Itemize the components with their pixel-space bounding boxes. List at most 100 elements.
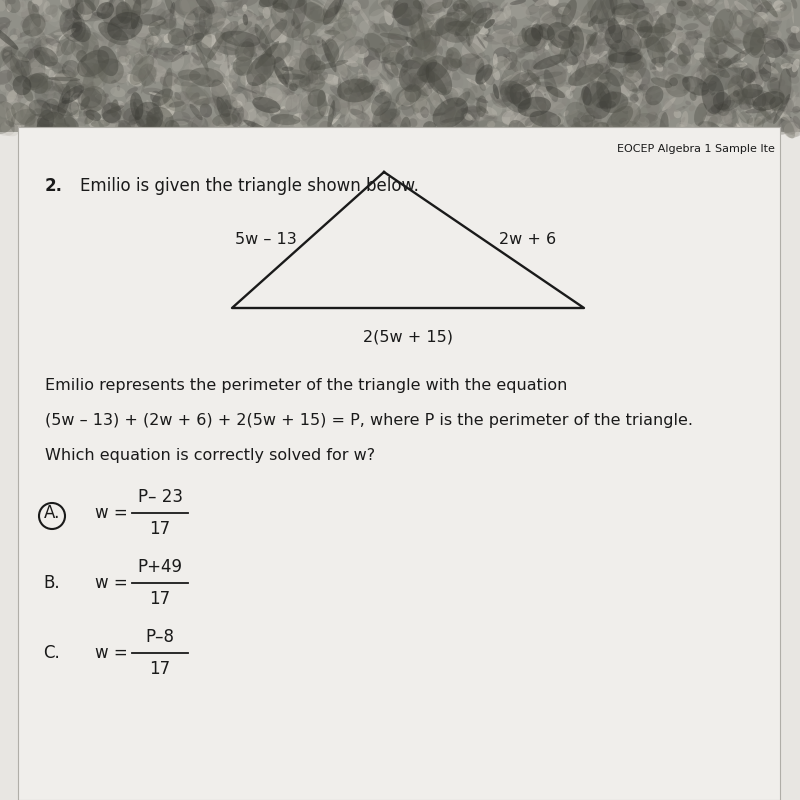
Ellipse shape xyxy=(786,18,790,38)
Ellipse shape xyxy=(626,67,634,78)
Ellipse shape xyxy=(594,52,609,72)
Ellipse shape xyxy=(694,0,711,7)
Ellipse shape xyxy=(694,125,699,138)
Ellipse shape xyxy=(206,22,214,39)
Ellipse shape xyxy=(306,79,311,100)
Ellipse shape xyxy=(670,23,683,30)
Ellipse shape xyxy=(741,100,746,110)
Ellipse shape xyxy=(529,70,550,78)
Ellipse shape xyxy=(50,34,55,39)
Ellipse shape xyxy=(607,73,622,89)
Ellipse shape xyxy=(73,2,86,20)
Ellipse shape xyxy=(626,121,640,131)
Ellipse shape xyxy=(305,77,319,93)
Ellipse shape xyxy=(299,39,313,62)
Ellipse shape xyxy=(407,53,416,60)
Ellipse shape xyxy=(726,67,730,76)
Ellipse shape xyxy=(255,118,262,131)
Ellipse shape xyxy=(580,115,593,128)
Ellipse shape xyxy=(340,114,350,127)
Ellipse shape xyxy=(178,70,201,81)
Ellipse shape xyxy=(445,11,452,28)
Ellipse shape xyxy=(293,79,308,90)
Ellipse shape xyxy=(779,109,800,112)
Ellipse shape xyxy=(14,94,21,102)
Ellipse shape xyxy=(477,36,486,49)
Ellipse shape xyxy=(110,101,125,112)
Ellipse shape xyxy=(337,10,346,20)
Ellipse shape xyxy=(183,70,194,88)
Ellipse shape xyxy=(694,79,709,98)
Ellipse shape xyxy=(70,33,99,61)
Ellipse shape xyxy=(320,106,333,116)
Ellipse shape xyxy=(660,15,671,26)
Ellipse shape xyxy=(482,58,511,78)
Ellipse shape xyxy=(781,49,788,58)
Ellipse shape xyxy=(151,14,160,30)
Ellipse shape xyxy=(707,15,715,22)
Ellipse shape xyxy=(619,27,629,34)
Ellipse shape xyxy=(99,6,105,11)
Ellipse shape xyxy=(437,9,448,12)
Ellipse shape xyxy=(236,0,258,7)
Ellipse shape xyxy=(0,38,12,50)
Ellipse shape xyxy=(254,96,260,102)
Ellipse shape xyxy=(241,51,250,64)
Ellipse shape xyxy=(620,75,638,93)
Ellipse shape xyxy=(754,80,767,94)
Ellipse shape xyxy=(77,10,94,16)
Ellipse shape xyxy=(378,2,385,7)
Ellipse shape xyxy=(660,80,672,96)
Ellipse shape xyxy=(177,46,191,52)
Ellipse shape xyxy=(280,18,284,21)
Ellipse shape xyxy=(777,118,781,129)
Ellipse shape xyxy=(659,112,669,146)
Ellipse shape xyxy=(193,73,202,82)
Ellipse shape xyxy=(598,18,616,34)
Ellipse shape xyxy=(656,67,678,82)
Ellipse shape xyxy=(766,54,775,63)
Ellipse shape xyxy=(54,113,65,121)
Ellipse shape xyxy=(225,113,236,118)
Ellipse shape xyxy=(0,122,7,130)
Ellipse shape xyxy=(518,111,547,141)
Ellipse shape xyxy=(563,40,573,51)
Ellipse shape xyxy=(495,56,510,70)
Ellipse shape xyxy=(530,89,546,106)
Ellipse shape xyxy=(374,84,387,93)
Ellipse shape xyxy=(0,94,9,108)
Ellipse shape xyxy=(417,72,426,91)
Ellipse shape xyxy=(207,120,216,141)
Ellipse shape xyxy=(79,49,97,67)
Ellipse shape xyxy=(30,26,48,56)
Ellipse shape xyxy=(51,97,66,110)
Ellipse shape xyxy=(237,104,250,123)
Ellipse shape xyxy=(81,105,93,115)
Ellipse shape xyxy=(165,0,174,14)
Ellipse shape xyxy=(453,0,467,12)
Ellipse shape xyxy=(605,91,616,98)
Ellipse shape xyxy=(484,19,495,29)
Ellipse shape xyxy=(590,45,606,62)
Ellipse shape xyxy=(574,60,586,82)
Ellipse shape xyxy=(758,106,772,120)
Ellipse shape xyxy=(710,18,725,45)
Ellipse shape xyxy=(67,18,74,22)
Ellipse shape xyxy=(591,17,605,33)
Ellipse shape xyxy=(212,114,238,126)
Ellipse shape xyxy=(409,118,418,127)
Ellipse shape xyxy=(130,5,135,10)
Ellipse shape xyxy=(252,97,280,113)
Ellipse shape xyxy=(28,41,40,56)
Ellipse shape xyxy=(39,106,46,128)
Ellipse shape xyxy=(82,30,90,54)
Ellipse shape xyxy=(625,48,643,74)
Ellipse shape xyxy=(58,86,70,119)
Ellipse shape xyxy=(493,69,500,80)
Ellipse shape xyxy=(475,55,490,82)
Ellipse shape xyxy=(228,68,235,75)
Ellipse shape xyxy=(648,9,653,27)
Ellipse shape xyxy=(147,33,162,50)
Ellipse shape xyxy=(466,33,470,47)
Ellipse shape xyxy=(757,36,778,44)
